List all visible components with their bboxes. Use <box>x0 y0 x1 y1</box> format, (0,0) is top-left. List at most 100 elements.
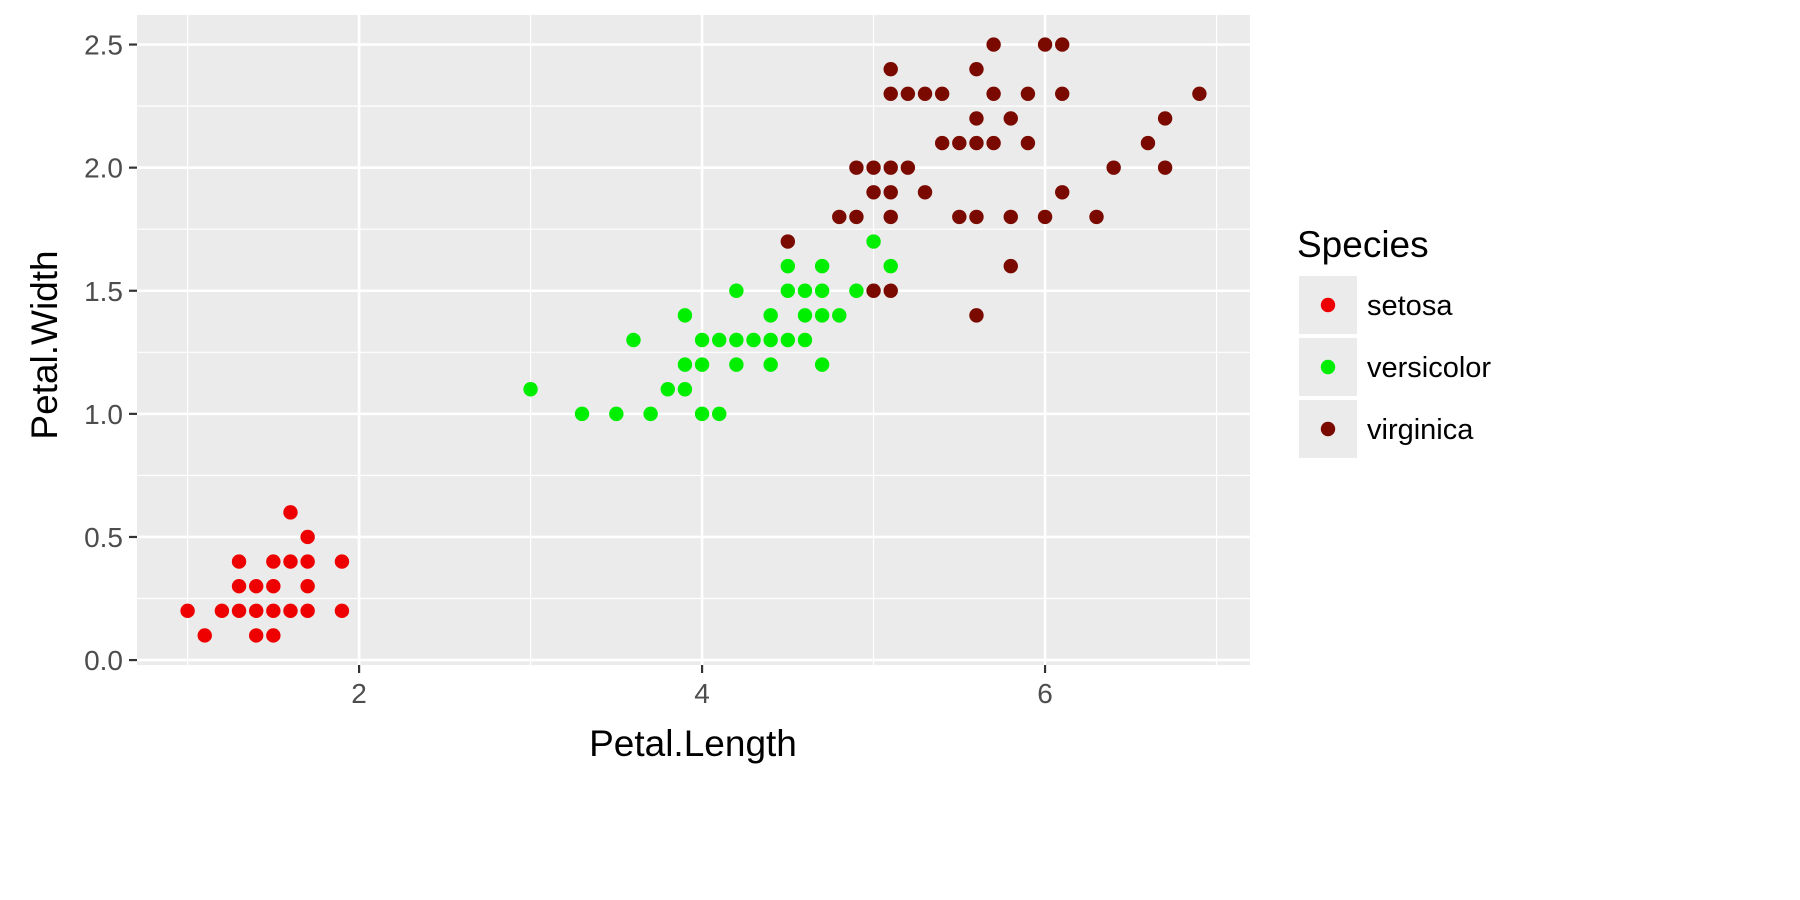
data-point-setosa <box>300 603 315 619</box>
data-point-virginica <box>1003 258 1018 274</box>
data-point-setosa <box>231 603 247 619</box>
data-point-versicolor <box>780 332 796 348</box>
x-axis: 2 4 6 <box>351 665 1053 709</box>
legend-marker-setosa <box>1320 297 1336 313</box>
data-point-virginica <box>934 135 950 151</box>
data-point-setosa <box>283 603 298 619</box>
data-point-versicolor <box>797 308 813 323</box>
data-point-versicolor <box>523 382 538 397</box>
data-point-versicolor <box>814 258 830 274</box>
data-point-virginica <box>1140 135 1156 151</box>
legend-title: Species <box>1297 224 1429 265</box>
data-point-virginica <box>969 61 984 77</box>
data-point-virginica <box>986 86 1001 101</box>
data-point-virginica <box>832 209 847 225</box>
data-point-setosa <box>266 628 281 643</box>
data-point-virginica <box>883 61 898 77</box>
legend-label-virginica: virginica <box>1367 414 1474 446</box>
y-tick-label: 0.0 <box>84 645 123 676</box>
data-point-virginica <box>849 209 864 225</box>
data-point-virginica <box>917 185 933 200</box>
data-point-virginica <box>1003 111 1018 126</box>
data-point-setosa <box>180 603 195 619</box>
data-point-virginica <box>1037 37 1053 52</box>
data-point-versicolor <box>626 332 641 348</box>
data-point-versicolor <box>574 406 590 422</box>
data-point-versicolor <box>866 234 881 249</box>
data-point-virginica <box>1055 37 1070 52</box>
legend-label-versicolor: versicolor <box>1367 352 1491 384</box>
data-point-versicolor <box>849 283 864 298</box>
data-point-versicolor <box>677 382 693 397</box>
data-point-versicolor <box>712 332 727 348</box>
data-point-setosa <box>334 603 350 619</box>
data-point-virginica <box>883 86 898 101</box>
data-point-setosa <box>266 603 281 619</box>
data-point-virginica <box>1020 86 1036 101</box>
data-point-versicolor <box>780 283 796 298</box>
data-point-virginica <box>1089 209 1104 225</box>
data-point-versicolor <box>763 308 778 323</box>
data-point-virginica <box>883 185 898 200</box>
legend: Species setosa versicolor virginica <box>1297 224 1491 458</box>
data-point-setosa <box>300 579 315 594</box>
data-point-versicolor <box>746 332 761 348</box>
y-tick-label: 2.5 <box>84 30 123 61</box>
data-point-virginica <box>952 209 967 225</box>
data-point-setosa <box>266 554 281 569</box>
y-tick-label: 1.5 <box>84 276 123 307</box>
data-point-virginica <box>866 185 881 200</box>
data-point-setosa <box>334 554 350 569</box>
data-point-versicolor <box>694 332 710 348</box>
y-tick-label: 1.0 <box>84 399 123 430</box>
data-point-versicolor <box>814 308 830 323</box>
data-point-virginica <box>952 135 967 151</box>
data-point-virginica <box>986 37 1001 52</box>
grid-minor <box>137 15 1250 665</box>
data-point-virginica <box>849 160 864 175</box>
data-point-virginica <box>1020 135 1036 151</box>
data-point-virginica <box>917 86 933 101</box>
data-point-virginica <box>969 135 984 151</box>
data-point-virginica <box>986 135 1001 151</box>
grid-major <box>137 15 1250 665</box>
data-point-virginica <box>866 160 881 175</box>
y-axis-title: Petal.Width <box>24 250 65 439</box>
data-point-versicolor <box>609 406 624 422</box>
data-point-virginica <box>1157 111 1173 126</box>
data-point-virginica <box>1003 209 1018 225</box>
data-point-setosa <box>248 603 264 619</box>
data-point-virginica <box>883 283 898 298</box>
data-point-versicolor <box>883 258 898 274</box>
data-point-versicolor <box>780 258 796 274</box>
data-point-versicolor <box>797 332 813 348</box>
data-point-virginica <box>1055 185 1070 200</box>
data-point-versicolor <box>729 283 744 298</box>
legend-marker-virginica <box>1320 421 1336 437</box>
data-point-versicolor <box>694 406 710 422</box>
data-point-versicolor <box>712 406 727 422</box>
data-point-versicolor <box>832 308 847 323</box>
data-point-versicolor <box>763 332 778 348</box>
data-point-setosa <box>300 529 315 545</box>
data-point-versicolor <box>677 357 693 372</box>
data-point-setosa <box>248 628 264 643</box>
data-point-virginica <box>900 160 916 175</box>
data-point-virginica <box>900 86 916 101</box>
y-tick-label: 2.0 <box>84 153 123 184</box>
data-point-versicolor <box>694 357 710 372</box>
legend-label-setosa: setosa <box>1367 290 1453 322</box>
data-point-versicolor <box>814 357 830 372</box>
data-point-setosa <box>197 628 212 643</box>
data-point-virginica <box>883 209 898 225</box>
data-point-setosa <box>231 579 247 594</box>
data-point-virginica <box>1055 86 1070 101</box>
x-axis-title: Petal.Length <box>589 723 797 764</box>
data-point-versicolor <box>677 308 693 323</box>
data-point-versicolor <box>814 283 830 298</box>
data-point-virginica <box>1192 86 1207 101</box>
data-point-setosa <box>214 603 230 619</box>
data-point-virginica <box>934 86 950 101</box>
data-points <box>180 37 1207 643</box>
